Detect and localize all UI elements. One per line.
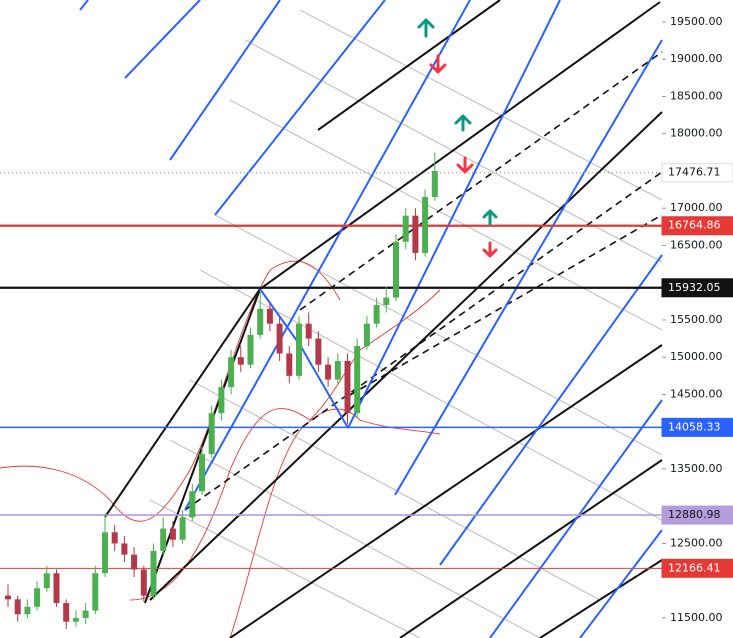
candle-body [24,606,31,615]
candle-body [422,197,429,253]
candle-body [160,528,167,551]
candle-body [228,357,235,388]
candle-body [199,454,205,492]
candle-body [237,357,244,365]
candle-body [121,543,128,555]
level-label: 14058.33 [668,420,721,433]
candle-body [82,610,89,618]
candle-body [179,517,186,540]
candle-body [363,323,370,347]
candle-body [412,215,419,253]
y-tick-label: 15000.00 [670,350,723,363]
level-label: 12166.41 [668,561,721,574]
candle-body [14,599,21,615]
level-tag [661,558,733,578]
candle-body [72,617,79,622]
level-tag [661,278,733,298]
candle-body [102,532,108,574]
candle-body [296,323,302,376]
candle-body [344,360,351,414]
candle-body [43,573,50,589]
candle-body [402,215,409,242]
y-tick-label: 14500.00 [670,387,723,400]
level-label: 15932.05 [668,281,721,294]
candle-body [140,569,147,596]
level-tag [661,417,733,437]
y-tick-label: 12500.00 [670,536,723,549]
level-tag [661,216,733,236]
candle-body [431,170,438,198]
y-tick-label: 15500.00 [670,313,723,326]
levels [0,171,662,569]
y-tick-label: 13500.00 [670,462,723,475]
candle-body [354,346,361,414]
candle-body [189,491,196,518]
candle-body [5,595,11,600]
drawings [0,0,663,638]
candle-body [208,413,215,455]
y-tick-label: 19000.00 [670,52,723,65]
candle-body [393,241,399,298]
candle-body [111,532,118,544]
signal-arrows [417,18,498,258]
y-tick-label: 11500.00 [670,611,723,624]
candle-body [276,323,283,354]
candle-body [63,603,70,622]
candle-body [325,364,332,380]
y-tick-label: 18500.00 [670,89,723,102]
level-tag [661,505,733,525]
candle-body [257,308,264,335]
candle-body [383,297,390,306]
candle-body [247,334,254,365]
candle-body [34,588,41,607]
candle-body [53,573,60,604]
level-label: 12880.98 [668,508,721,521]
candle-body [373,305,380,324]
level-tag [661,163,733,183]
candle-body [92,573,99,611]
price-axis: 11500.00 12500.00 13500.00 14500.00 15000.00… [661,15,733,624]
candle-body [315,338,322,365]
candle-body [305,323,312,339]
y-tick-label: 16500.00 [670,238,723,251]
candle-body [266,308,273,324]
candle-body [334,360,341,380]
candle-body [286,353,293,376]
y-tick-label: 17000.00 [670,201,723,214]
level-label: 17476.71 [668,166,721,179]
candle-body [218,387,225,414]
candle-body [131,554,138,570]
candles [5,152,438,630]
y-tick-label: 19500.00 [670,15,723,28]
y-tick-label: 18000.00 [670,127,723,140]
candle-body [150,550,157,596]
candle-body [169,528,176,540]
level-label: 16764.86 [668,219,721,232]
